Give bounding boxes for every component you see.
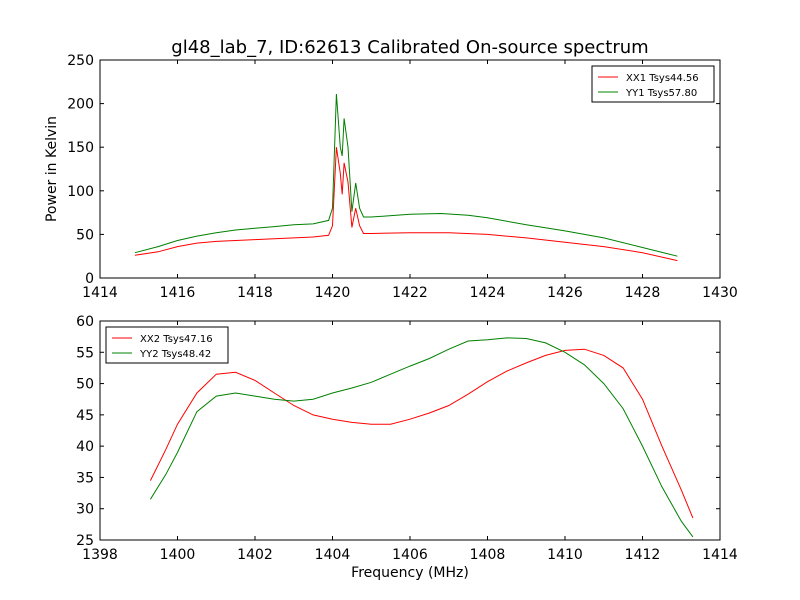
top-ticks-group: 1414 1416 1418 1420 1422 1424 1426 1428 1430 0 50 1…: [67, 53, 738, 301]
top-y-tick-label: 100: [67, 184, 94, 200]
top-legend-label-0: XX1 Tsys44.56: [626, 73, 699, 84]
top-legend-label-1: YY1 Tsys57.80: [625, 88, 697, 99]
bottom-y-tick-label: 60: [76, 314, 94, 330]
bottom-x-tick-label: 1408: [470, 547, 506, 563]
bottom-legend-label-1: YY2 Tsys48.42: [139, 349, 211, 360]
top-panel: 1414 1416 1418 1420 1422 1424 1426 1428 1430 0 50 1…: [44, 53, 738, 301]
bottom-ticks-group: 1398 1400 1402 1404 1406 1408 1410 1412 1414 25 30…: [76, 314, 738, 563]
top-series-group: [134, 93, 678, 262]
bottom-series-group: [149, 337, 694, 538]
bottom-y-tick-label: 40: [76, 439, 94, 455]
bottom-y-tick-label: 55: [76, 345, 94, 361]
bottom-y-tick-label: 25: [76, 533, 94, 549]
bottom-x-tick-label: 1406: [392, 547, 428, 563]
top-x-tick-label: 1414: [82, 285, 118, 301]
bottom-y-tick-label: 30: [76, 502, 94, 518]
top-y-axis-label: Power in Kelvin: [44, 116, 60, 222]
figure-title: gl48_lab_7, ID:62613 Calibrated On-sourc…: [171, 37, 648, 58]
bottom-legend-box: [105, 326, 229, 364]
top-y-tick-label: 0: [85, 271, 94, 287]
bottom-legend-label-0: XX2 Tsys47.16: [140, 334, 213, 345]
top-x-tick-label: 1426: [547, 285, 583, 301]
bottom-y-tick-label: 50: [76, 377, 94, 393]
top-y-tick-label: 50: [76, 227, 94, 243]
bottom-series-line-0: [149, 348, 694, 519]
bottom-x-tick-label: 1414: [702, 547, 738, 563]
bottom-series-line-1: [149, 337, 694, 538]
bottom-x-tick-label: 1398: [82, 547, 118, 563]
top-x-tick-label: 1424: [470, 285, 506, 301]
top-x-tick-label: 1420: [315, 285, 351, 301]
top-series-line-1: [134, 93, 678, 257]
top-y-tick-label: 200: [67, 97, 94, 113]
top-x-tick-label: 1428: [625, 285, 661, 301]
bottom-x-tick-label: 1412: [625, 547, 661, 563]
bottom-x-tick-label: 1404: [315, 547, 351, 563]
top-y-tick-label: 250: [67, 53, 94, 69]
top-x-tick-label: 1416: [160, 285, 196, 301]
top-x-tick-label: 1418: [237, 285, 273, 301]
top-x-tick-label: 1422: [392, 285, 428, 301]
top-legend: XX1 Tsys44.56 YY1 Tsys57.80: [591, 65, 715, 103]
top-y-tick-label: 150: [67, 140, 94, 156]
top-series-line-0: [134, 147, 678, 262]
top-legend-box: [591, 65, 715, 103]
bottom-y-tick-label: 45: [76, 408, 94, 424]
bottom-x-tick-label: 1402: [237, 547, 273, 563]
bottom-x-tick-label: 1400: [160, 547, 196, 563]
bottom-panel: 1398 1400 1402 1404 1406 1408 1410 1412 1414 25 30…: [76, 314, 738, 581]
bottom-legend: XX2 Tsys47.16 YY2 Tsys48.42: [105, 326, 229, 364]
top-x-tick-label: 1430: [702, 285, 738, 301]
bottom-x-axis-label: Frequency (MHz): [351, 565, 469, 581]
bottom-y-tick-label: 35: [76, 470, 94, 486]
bottom-x-tick-label: 1410: [547, 547, 583, 563]
